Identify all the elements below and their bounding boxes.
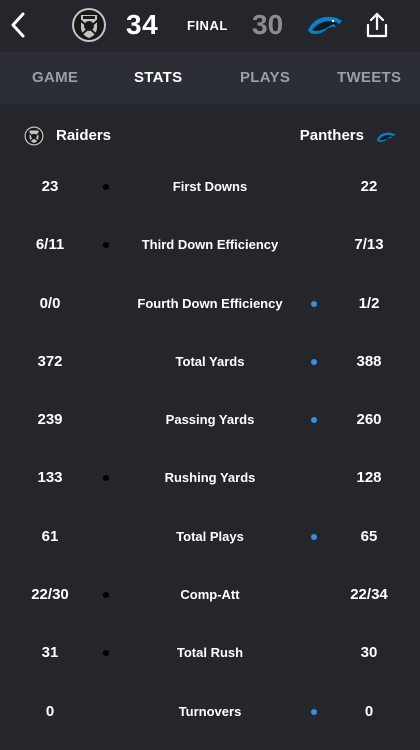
stat-row: 239 Passing Yards 260	[0, 391, 420, 449]
home-stat-value: 133	[37, 469, 63, 487]
stat-row: 31 Total Rush 30	[0, 624, 420, 682]
team-names-row: Raiders Panthers	[0, 104, 420, 168]
home-stat-value: 372	[37, 352, 63, 370]
home-stat-value: 6/11	[35, 236, 65, 254]
away-leader-dot-icon	[311, 358, 317, 365]
away-leader-dot-icon	[311, 300, 317, 307]
home-leader-dot-icon	[103, 475, 109, 482]
away-leader-dot-icon	[311, 533, 317, 540]
away-stat-value: 260	[356, 411, 382, 429]
away-stat-value: 128	[356, 469, 382, 487]
stat-label: Fourth Down Efficiency	[137, 295, 283, 311]
home-team-name: Raiders	[56, 127, 112, 144]
away-stat-value: 30	[360, 644, 378, 662]
stat-row: 0 Turnovers 0	[0, 683, 420, 741]
stat-label: Turnovers	[178, 703, 242, 719]
stat-label: Total Rush	[176, 645, 244, 661]
home-stat-value: 0	[45, 702, 55, 720]
stat-label: First Downs	[172, 179, 248, 194]
home-stat-value: 0/0	[39, 294, 61, 312]
home-leader-dot-icon	[103, 242, 109, 249]
away-stat-value: 65	[360, 527, 378, 545]
home-leader-dot-icon	[103, 592, 109, 599]
away-stat-value: 22	[360, 178, 378, 195]
stat-label: Total Plays	[176, 528, 244, 544]
home-leader-dot-icon	[103, 184, 109, 190]
away-stat-value: 22/34	[350, 586, 388, 604]
stat-row: 0/0 Fourth Down Efficiency 1/2	[0, 275, 420, 333]
home-stat-value: 23	[41, 178, 59, 195]
stat-label: Total Yards	[175, 353, 245, 369]
home-stat-value: 239	[37, 411, 63, 429]
game-header: 34 FINAL 30	[0, 0, 420, 52]
stat-row: 133 Rushing Yards 128	[0, 449, 420, 507]
home-stat-value: 31	[41, 644, 59, 662]
tab-plays[interactable]: PLAYS	[240, 69, 291, 86]
stat-label: Passing Yards	[165, 412, 255, 428]
tab-stats[interactable]: STATS	[134, 69, 183, 86]
panther-icon	[308, 16, 342, 34]
tab-game[interactable]: GAME	[32, 69, 79, 86]
away-stat-value: 388	[356, 352, 382, 370]
stats-panel: Raiders Panthers 23 First Downs 22 6/11 Thir…	[0, 104, 420, 750]
stat-row: 6/11 Third Down Efficiency 7/13	[0, 216, 420, 274]
stat-row: 372 Total Yards 388	[0, 333, 420, 391]
game-status: FINAL	[187, 18, 228, 33]
away-stat-value: 1/2	[358, 294, 380, 312]
away-leader-dot-icon	[311, 417, 317, 424]
stat-label: Rushing Yards	[164, 470, 256, 486]
away-stat-value: 7/13	[354, 236, 384, 254]
away-team-name: Panthers	[299, 127, 364, 144]
away-score: 30	[252, 9, 284, 40]
stat-row: 23 First Downs 22	[0, 158, 420, 216]
home-stat-value: 22/30	[31, 586, 69, 604]
away-stat-value: 0	[364, 702, 374, 720]
stat-row: 61 Total Plays 65	[0, 508, 420, 566]
stats-list: 23 First Downs 22 6/11 Third Down Efficiency…	[0, 158, 420, 741]
stat-row: 22/30 Comp-Att 22/34	[0, 566, 420, 624]
panther-icon	[376, 132, 396, 142]
home-score: 34	[126, 9, 159, 40]
raiders-shield-icon	[72, 8, 106, 42]
raiders-shield-icon	[24, 126, 44, 146]
stat-label: Third Down Efficiency	[141, 237, 279, 253]
tab-tweets[interactable]: TWEETS	[337, 69, 402, 86]
tab-bar: GAME STATS PLAYS TWEETS	[0, 52, 420, 104]
home-stat-value: 61	[41, 527, 59, 545]
share-icon[interactable]	[364, 11, 390, 39]
stat-label: Comp-Att	[180, 587, 240, 603]
away-leader-dot-icon	[311, 708, 317, 715]
home-leader-dot-icon	[103, 650, 109, 657]
back-arrow-icon[interactable]	[8, 10, 28, 40]
